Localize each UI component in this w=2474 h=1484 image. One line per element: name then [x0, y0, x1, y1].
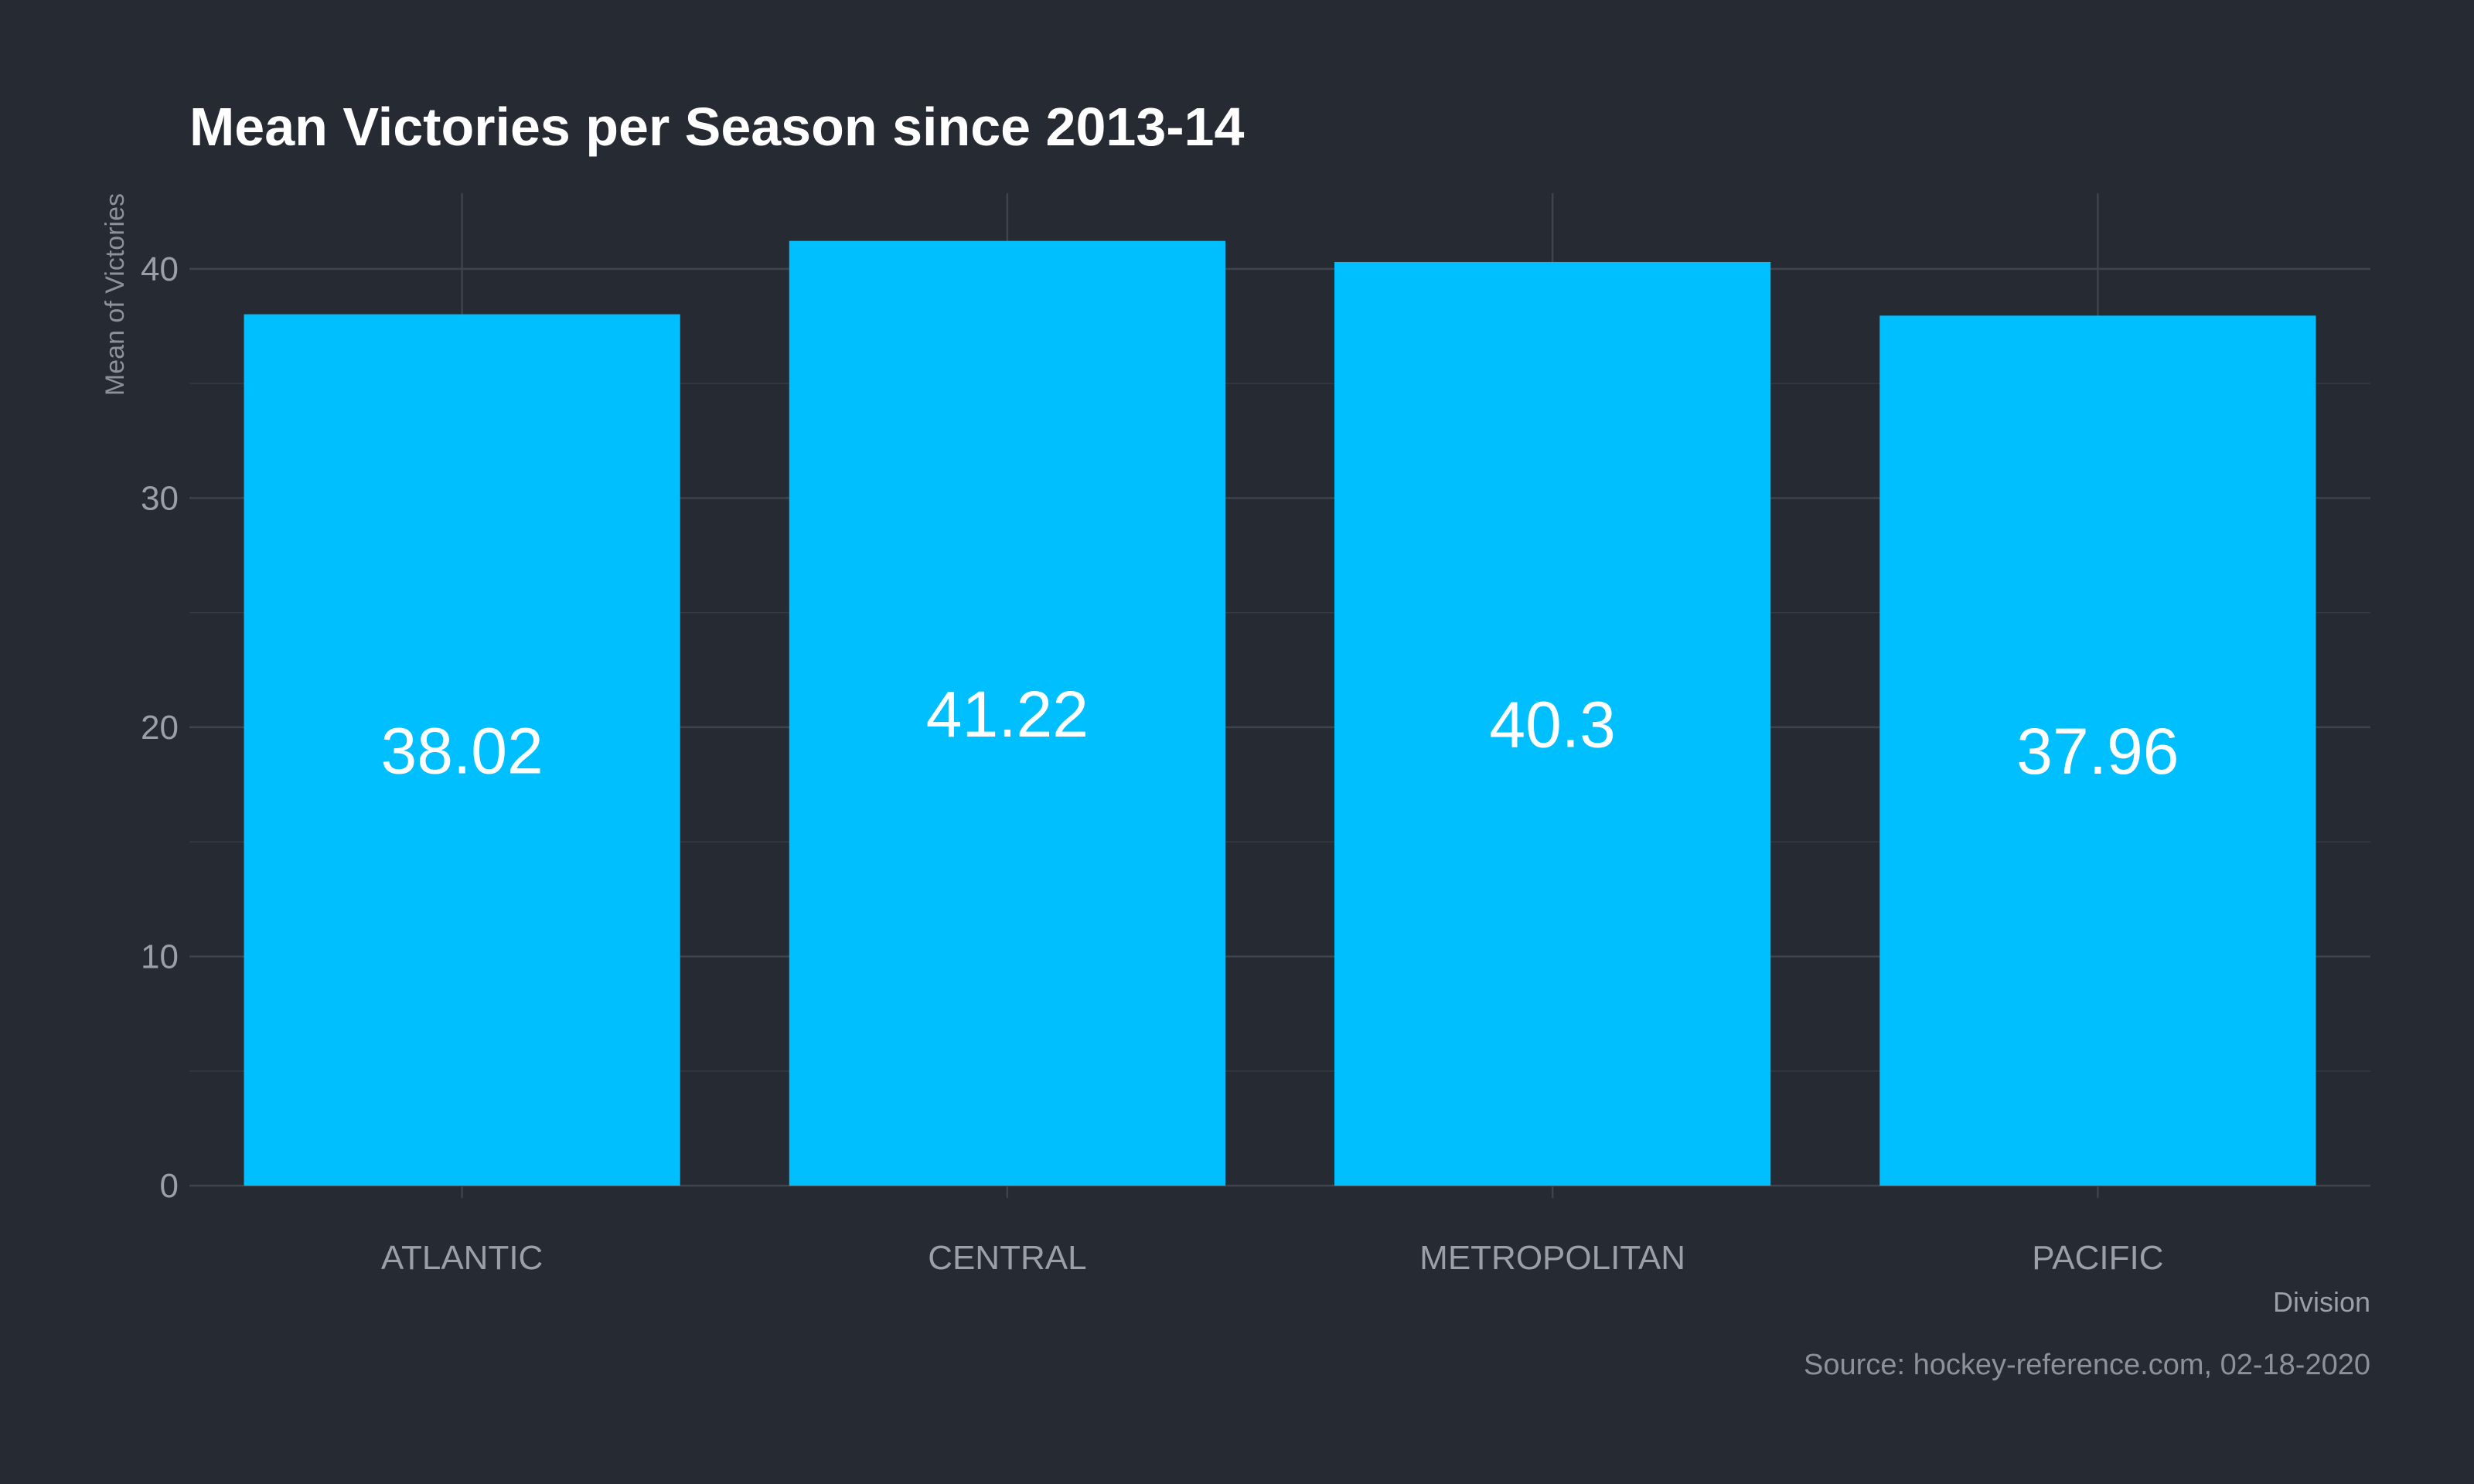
x-axis-title: Division: [2273, 1286, 2370, 1318]
data-label: 37.96: [2016, 715, 2179, 788]
y-tick-label: 40: [141, 250, 179, 288]
source-caption: Source: hockey-reference.com, 02-18-2020: [1804, 1349, 2370, 1381]
y-tick-label: 20: [141, 709, 179, 747]
bar: [244, 314, 680, 1186]
bar: [789, 240, 1225, 1186]
data-label: 41.22: [926, 678, 1089, 751]
x-tick-label: METROPOLITAN: [1419, 1239, 1685, 1277]
bar: [1334, 261, 1771, 1186]
data-label: 38.02: [381, 714, 544, 787]
y-tick-label: 10: [141, 938, 179, 975]
data-labels: 38.02 41.22 40.3 37.96: [381, 678, 2179, 788]
data-label: 40.3: [1489, 688, 1616, 761]
y-tick-label: 0: [160, 1167, 179, 1205]
y-tick-label: 30: [141, 479, 179, 517]
y-axis-ticks: 0 10 20 30 40: [141, 250, 179, 1205]
x-tick-label: ATLANTIC: [381, 1239, 543, 1277]
bars: [244, 240, 2316, 1186]
x-axis-ticks: ATLANTIC CENTRAL METROPOLITAN PACIFIC: [381, 1186, 2164, 1277]
y-axis-title: Mean of Victories: [101, 193, 130, 396]
bar: [1879, 315, 2316, 1186]
x-tick-label: PACIFIC: [2032, 1239, 2163, 1277]
chart-title: Mean Victories per Season since 2013-14: [189, 97, 1244, 157]
x-tick-label: CENTRAL: [928, 1239, 1086, 1277]
